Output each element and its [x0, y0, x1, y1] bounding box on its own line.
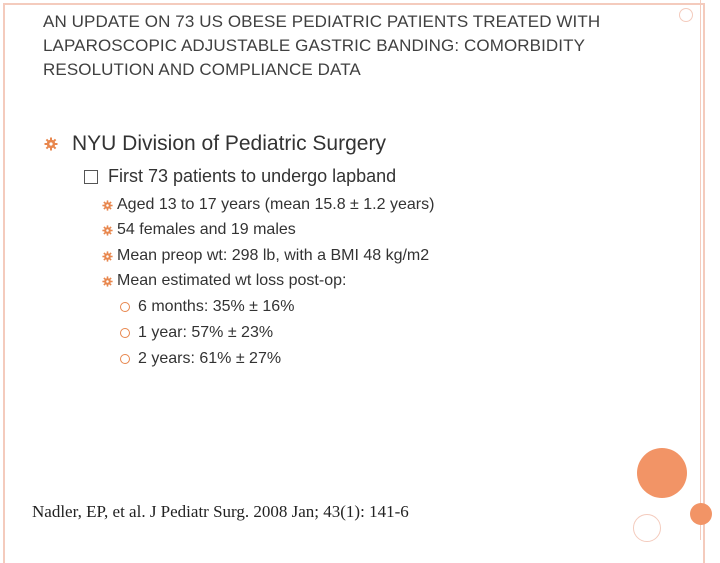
slide-side-line: [700, 0, 701, 540]
decorative-circle-large-filled: [637, 448, 687, 498]
gear-icon: [102, 250, 113, 262]
bullet-level3: 54 females and 19 males: [102, 221, 296, 239]
bullet-level3-text: Mean estimated wt loss post-op:: [117, 272, 347, 289]
bullet-level3: Mean preop wt: 298 lb, with a BMI 48 kg/…: [102, 247, 429, 265]
bullet-level3: Aged 13 to 17 years (mean 15.8 ± 1.2 yea…: [102, 196, 434, 214]
bullet-level4: 6 months: 35% ± 16%: [120, 298, 294, 316]
bullet-level1: NYU Division of Pediatric Surgery: [44, 132, 386, 156]
ring-icon: [120, 354, 130, 364]
bullet-level4-text: 2 years: 61% ± 27%: [138, 350, 282, 367]
bullet-level4-text: 6 months: 35% ± 16%: [138, 298, 295, 315]
bullet-level3-text: Aged 13 to 17 years (mean 15.8 ± 1.2 yea…: [117, 196, 435, 213]
bullet-level3: Mean estimated wt loss post-op:: [102, 272, 346, 290]
citation: Nadler, EP, et al. J Pediatr Surg. 2008 …: [32, 502, 409, 521]
gear-icon: [102, 275, 113, 287]
ring-icon: [120, 328, 130, 338]
bullet-level4: 1 year: 57% ± 23%: [120, 324, 273, 342]
slide-frame: [3, 3, 705, 563]
square-bullet-icon: [84, 169, 98, 184]
slide-title: AN UPDATE ON 73 US OBESE PEDIATRIC PATIE…: [43, 12, 601, 79]
bullet-level3-text: Mean preop wt: 298 lb, with a BMI 48 kg/…: [117, 247, 430, 264]
bullet-level3-text: 54 females and 19 males: [117, 221, 296, 238]
bullet-level2-text: First 73 patients to undergo lapband: [108, 166, 397, 186]
decorative-circle-small-filled: [690, 503, 712, 525]
gear-icon: [102, 224, 113, 236]
decorative-circle-small-outline: [679, 8, 693, 22]
ring-icon: [120, 302, 130, 312]
decorative-circle-medium-outline: [633, 514, 661, 542]
gear-icon: [102, 199, 113, 211]
bullet-level2: First 73 patients to undergo lapband: [84, 166, 396, 187]
bullet-level4: 2 years: 61% ± 27%: [120, 350, 281, 368]
bullet-level1-text: NYU Division of Pediatric Surgery: [72, 132, 386, 155]
gear-icon: [44, 137, 58, 151]
bullet-level4-text: 1 year: 57% ± 23%: [138, 324, 274, 341]
